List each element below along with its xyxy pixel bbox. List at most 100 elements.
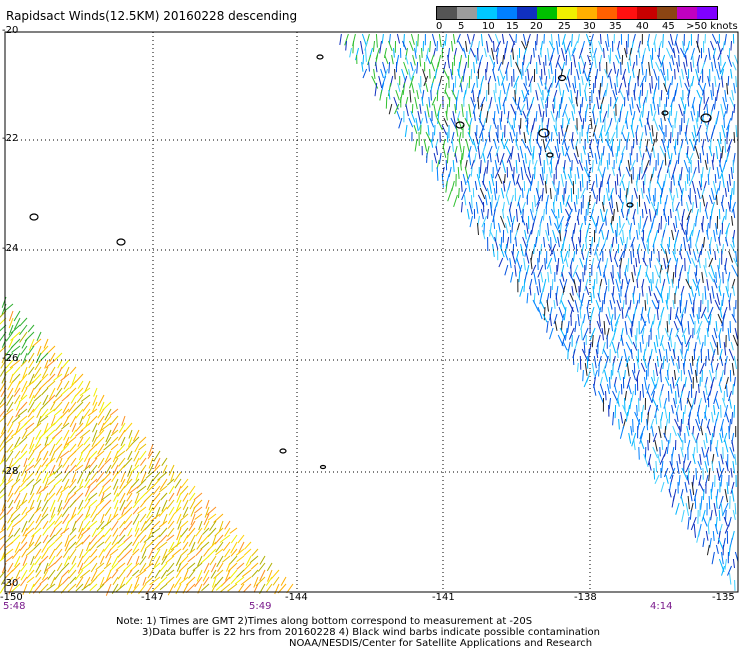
wind-barb — [146, 478, 154, 491]
wind-barb — [391, 54, 394, 65]
wind-barb — [6, 520, 14, 531]
wind-barb — [143, 534, 154, 543]
wind-barb — [29, 436, 35, 450]
wind-barb — [678, 271, 682, 281]
wind-barb — [126, 583, 133, 595]
wind-barb — [200, 541, 210, 550]
wind-barb — [473, 110, 476, 122]
wind-barb — [45, 359, 56, 369]
wind-barb — [69, 415, 77, 428]
wind-barb — [14, 380, 21, 393]
wind-barb — [431, 61, 436, 72]
wind-barb — [557, 152, 561, 165]
wind-barb — [145, 471, 154, 479]
wind-barb — [606, 383, 610, 395]
wind-barb — [28, 338, 35, 351]
wind-barb — [586, 306, 590, 320]
wind-barb — [499, 68, 504, 80]
wind-barb — [555, 75, 562, 88]
wind-barb — [562, 341, 568, 351]
wind-barb — [660, 215, 662, 230]
wind-barb — [631, 320, 633, 336]
wind-barb — [117, 541, 126, 548]
wind-barb — [582, 369, 584, 382]
wind-barb — [69, 464, 77, 473]
wind-barb — [47, 478, 56, 486]
wind-barb — [145, 513, 154, 524]
lat-label: -20 — [2, 25, 19, 36]
wind-barb — [151, 583, 161, 592]
wind-barb — [362, 68, 368, 79]
wind-barb — [47, 436, 56, 446]
wind-barb — [612, 208, 615, 222]
wind-barb — [99, 401, 105, 413]
wind-barb — [443, 117, 449, 127]
wind-barb — [106, 555, 112, 566]
wind-barb — [491, 47, 495, 60]
wind-barb — [504, 173, 506, 183]
wind-barb — [585, 285, 590, 295]
wind-barb — [731, 313, 737, 323]
wind-barb — [498, 96, 502, 110]
wind-barb — [582, 327, 589, 341]
wind-barb — [615, 229, 618, 244]
wind-barb — [193, 506, 203, 514]
wind-barb — [417, 110, 422, 125]
wind-barb — [34, 520, 42, 530]
wind-barb — [635, 369, 640, 382]
wind-barb — [713, 278, 718, 289]
wind-barb — [502, 201, 505, 212]
wind-barb — [127, 464, 133, 477]
wind-barb — [5, 541, 14, 548]
wind-barb — [152, 562, 161, 570]
wind-barb — [49, 401, 56, 411]
wind-barb — [639, 341, 642, 353]
wind-barb — [733, 376, 736, 387]
wind-barb — [710, 40, 715, 51]
wind-barb — [640, 306, 644, 321]
wind-barb — [533, 166, 536, 180]
wind-barb — [380, 68, 384, 79]
wind-barb — [732, 61, 737, 71]
wind-barb — [626, 215, 630, 225]
wind-barb — [385, 96, 388, 109]
wind-barb — [403, 61, 409, 75]
wind-barb — [424, 110, 428, 124]
wind-barb — [32, 422, 42, 431]
wind-barb — [67, 492, 77, 501]
wind-barb — [648, 334, 650, 347]
wind-barb — [693, 299, 695, 313]
wind-barb — [444, 89, 451, 101]
wind-barb — [451, 40, 454, 52]
wind-barb — [62, 513, 70, 525]
wind-barb — [646, 418, 649, 431]
wind-barb — [728, 425, 730, 440]
wind-barb — [701, 222, 704, 233]
wind-barb — [17, 415, 28, 424]
wind-barb — [124, 422, 133, 433]
wind-barb — [665, 299, 669, 310]
wind-barb — [593, 47, 597, 58]
wind-barb — [381, 75, 387, 88]
wind-barb — [639, 75, 646, 88]
wind-barb — [522, 236, 528, 248]
wind-barb — [687, 516, 690, 530]
wind-barb — [44, 436, 49, 446]
wind-barb — [140, 520, 147, 532]
wind-barb — [702, 138, 705, 148]
wind-barb — [503, 103, 506, 115]
wind-barb — [54, 541, 63, 551]
wind-barb — [146, 506, 154, 519]
wind-barb — [720, 404, 722, 418]
wind-barb — [147, 569, 154, 579]
wind-barb — [628, 432, 632, 444]
wind-barb — [636, 229, 639, 240]
wind-barb — [90, 471, 98, 481]
wind-barb — [401, 68, 406, 81]
wind-barb — [482, 229, 486, 240]
wind-barb — [603, 320, 606, 335]
wind-barb — [703, 390, 707, 403]
wind-barb — [680, 495, 685, 507]
wind-barb — [55, 387, 63, 398]
wind-barb — [491, 194, 493, 209]
